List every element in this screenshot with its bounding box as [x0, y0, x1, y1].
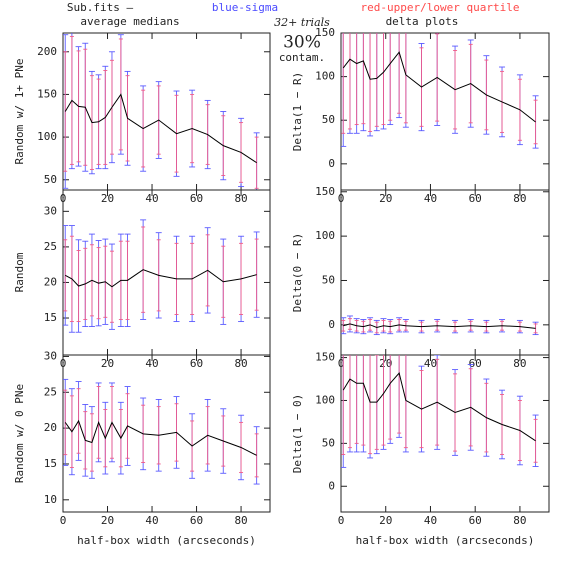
legend-red: red-upper/lower quartile [361, 1, 520, 14]
y-tick-label: 50 [322, 273, 335, 286]
x-tick-label: 40 [145, 357, 158, 370]
y-axis-label: Delta(1 − R) [291, 72, 304, 151]
x-tick-label: 80 [234, 357, 247, 370]
y-tick-label: 0 [328, 318, 335, 331]
y-tick-label: 25 [44, 385, 57, 398]
x-axis-label: half-box width (arcseconds) [77, 534, 256, 547]
y-axis-label: Random w/ 0 PNe [13, 384, 26, 483]
x-tick-label: 20 [379, 192, 392, 205]
y-tick-label: 50 [44, 173, 57, 186]
y-tick-label: 15 [44, 311, 57, 324]
y-axis-label: Random w/ 1+ PNe [13, 59, 26, 165]
x-tick-label: 80 [513, 192, 526, 205]
frame [340, 189, 550, 356]
y-tick-label: 150 [315, 185, 335, 198]
y-tick-label: 20 [44, 275, 57, 288]
y-axis-label: Delta(0 − R) [291, 233, 304, 312]
x-tick-label: 80 [513, 357, 526, 370]
y-tick-label: 30 [44, 349, 57, 362]
x-tick-label: 40 [145, 192, 158, 205]
y-tick-label: 100 [315, 393, 335, 406]
panel: 0 20 40 60 80 10 15 20 25 30 Random w/ 0 PNe half-b… [13, 349, 271, 547]
right-title: delta plots [386, 15, 459, 28]
y-tick-label: 200 [37, 45, 57, 58]
contam-pct: 30% [283, 33, 321, 53]
data-line [343, 323, 536, 329]
y-tick-label: 150 [315, 26, 335, 39]
data-line [342, 371, 536, 442]
y-tick-label: 30 [44, 204, 57, 217]
frame [340, 32, 550, 191]
x-tick-label: 80 [234, 192, 247, 205]
frame [340, 354, 550, 513]
y-tick-label: 0 [328, 157, 335, 170]
x-tick-label: 80 [513, 514, 526, 527]
y-tick-label: 100 [37, 130, 57, 143]
x-tick-label: 0 [60, 514, 67, 527]
x-tick-label: 20 [101, 357, 114, 370]
y-tick-label: 100 [315, 70, 335, 83]
x-tick-label: 20 [101, 192, 114, 205]
trials-label: 32+ trials [274, 16, 330, 29]
source-label: Sub.fits – [67, 1, 134, 14]
x-tick-label: 60 [469, 514, 482, 527]
x-tick-label: 0 [338, 514, 345, 527]
plot-area [341, 315, 539, 336]
y-tick-label: 15 [44, 457, 57, 470]
y-tick-label: 150 [37, 87, 57, 100]
x-tick-label: 60 [190, 357, 203, 370]
y-tick-label: 50 [322, 113, 335, 126]
y-tick-label: 10 [44, 493, 57, 506]
frame [62, 32, 271, 191]
x-tick-label: 60 [469, 192, 482, 205]
x-tick-label: 40 [424, 514, 437, 527]
y-tick-label: 0 [328, 479, 335, 492]
x-tick-label: 20 [379, 514, 392, 527]
plot-area [63, 378, 260, 485]
frame [62, 354, 271, 513]
plot-area [63, 219, 260, 333]
frame [62, 189, 271, 356]
plot-area [63, 33, 260, 190]
x-tick-label: 80 [234, 514, 247, 527]
data-line [64, 93, 257, 164]
data-line [342, 51, 536, 123]
x-tick-label: 40 [424, 357, 437, 370]
x-tick-label: 40 [424, 192, 437, 205]
x-tick-label: 40 [145, 514, 158, 527]
y-axis-label: Delta(1 − 0) [291, 394, 304, 473]
data-line [64, 269, 257, 288]
y-tick-label: 25 [44, 240, 57, 253]
y-tick-label: 150 [315, 351, 335, 364]
y-tick-label: 20 [44, 421, 57, 434]
y-axis-label: Random [13, 252, 26, 292]
plot-area [341, 33, 539, 149]
x-axis-label: half-box width (arcseconds) [356, 534, 535, 547]
x-tick-label: 60 [190, 514, 203, 527]
plot-area [341, 355, 539, 468]
contam-label: contam. [279, 51, 325, 64]
data-line [64, 419, 257, 456]
legend-blue: blue-sigma [212, 1, 278, 14]
y-tick-label: 50 [322, 436, 335, 449]
x-tick-label: 60 [469, 357, 482, 370]
y-tick-label: 100 [315, 229, 335, 242]
x-tick-label: 20 [101, 514, 114, 527]
x-tick-label: 20 [379, 357, 392, 370]
x-tick-label: 60 [190, 192, 203, 205]
panel: 0 20 40 60 80 0 50 100 150 Delta(1 − 0) half-box w… [291, 351, 550, 547]
left-title: average medians [80, 15, 179, 28]
